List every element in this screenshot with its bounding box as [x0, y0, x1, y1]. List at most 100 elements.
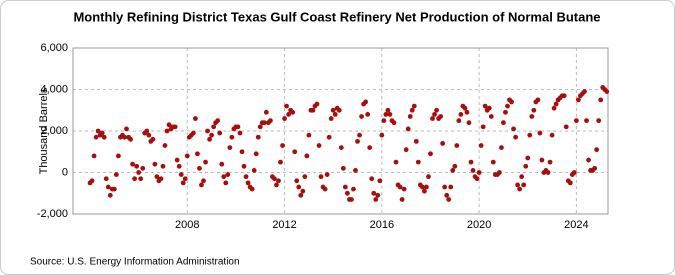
point [454, 143, 460, 148]
point [296, 184, 302, 190]
point [243, 174, 249, 180]
point [314, 101, 320, 107]
point [377, 178, 383, 184]
point [201, 178, 206, 184]
point [192, 116, 198, 121]
point [466, 120, 472, 126]
point [521, 182, 527, 188]
point [399, 197, 405, 202]
point [501, 120, 506, 126]
point [274, 182, 279, 188]
point [122, 134, 127, 140]
point [355, 138, 360, 144]
point [549, 132, 555, 138]
x-tick-label: 2016 [370, 219, 394, 231]
point [430, 116, 435, 121]
point [217, 130, 223, 136]
point [365, 112, 371, 117]
point [468, 159, 474, 165]
point [401, 186, 407, 192]
point [302, 174, 308, 180]
point [140, 165, 146, 171]
y-axis-label: Thousand Barrels [38, 87, 50, 174]
point [371, 190, 377, 196]
point [298, 192, 304, 198]
point [178, 172, 184, 177]
point [474, 176, 480, 182]
point [397, 184, 403, 190]
point [239, 149, 245, 155]
point [592, 165, 598, 171]
point [215, 118, 221, 124]
point [515, 182, 521, 188]
point [563, 124, 569, 130]
point [351, 186, 356, 192]
point [318, 174, 324, 180]
point [284, 103, 289, 109]
point [482, 103, 488, 109]
point [547, 159, 553, 165]
point [130, 161, 135, 167]
point [486, 105, 492, 111]
x-tick-label: 2012 [272, 219, 296, 231]
point [190, 130, 196, 136]
point [442, 184, 448, 190]
point [367, 145, 373, 151]
point [336, 107, 342, 113]
point [249, 186, 255, 192]
point [586, 157, 591, 163]
point [330, 107, 336, 113]
point [409, 107, 415, 113]
point [391, 120, 397, 126]
y-tick-label: 0 [62, 166, 68, 178]
point [381, 118, 387, 124]
point [160, 163, 166, 169]
point [476, 170, 482, 175]
point [505, 103, 510, 109]
point [464, 109, 470, 115]
y-tick-label: 2,000 [40, 125, 68, 137]
point [205, 128, 210, 134]
point [280, 143, 285, 148]
point [164, 128, 170, 134]
point [531, 107, 537, 113]
point [598, 97, 604, 103]
point [359, 114, 364, 119]
point [539, 157, 545, 163]
point [132, 176, 137, 182]
source: Source: U.S. Energy Information Administ… [30, 257, 240, 268]
point [452, 163, 458, 169]
point [426, 174, 431, 180]
point [91, 153, 97, 159]
point [144, 128, 150, 134]
point [241, 163, 247, 169]
point [413, 138, 419, 144]
point [197, 165, 202, 171]
point [237, 130, 243, 136]
point [496, 170, 502, 175]
point [136, 170, 142, 175]
point [182, 176, 188, 182]
point [393, 159, 399, 165]
point [349, 197, 354, 202]
point [415, 159, 421, 165]
point [571, 170, 577, 175]
point [440, 141, 446, 146]
x-tick-label: 2024 [564, 219, 588, 231]
y-tick-label: 6,000 [40, 42, 68, 54]
point [567, 180, 573, 186]
point [223, 180, 229, 186]
point [509, 99, 514, 105]
point [340, 165, 346, 171]
point [328, 116, 334, 121]
point [446, 197, 452, 202]
point [545, 170, 551, 175]
point [158, 176, 164, 182]
point [573, 118, 579, 124]
point [282, 116, 287, 121]
point [470, 168, 476, 173]
x-tick-label: 2008 [175, 219, 199, 231]
point [176, 163, 182, 169]
point [150, 136, 156, 142]
point [363, 99, 369, 105]
